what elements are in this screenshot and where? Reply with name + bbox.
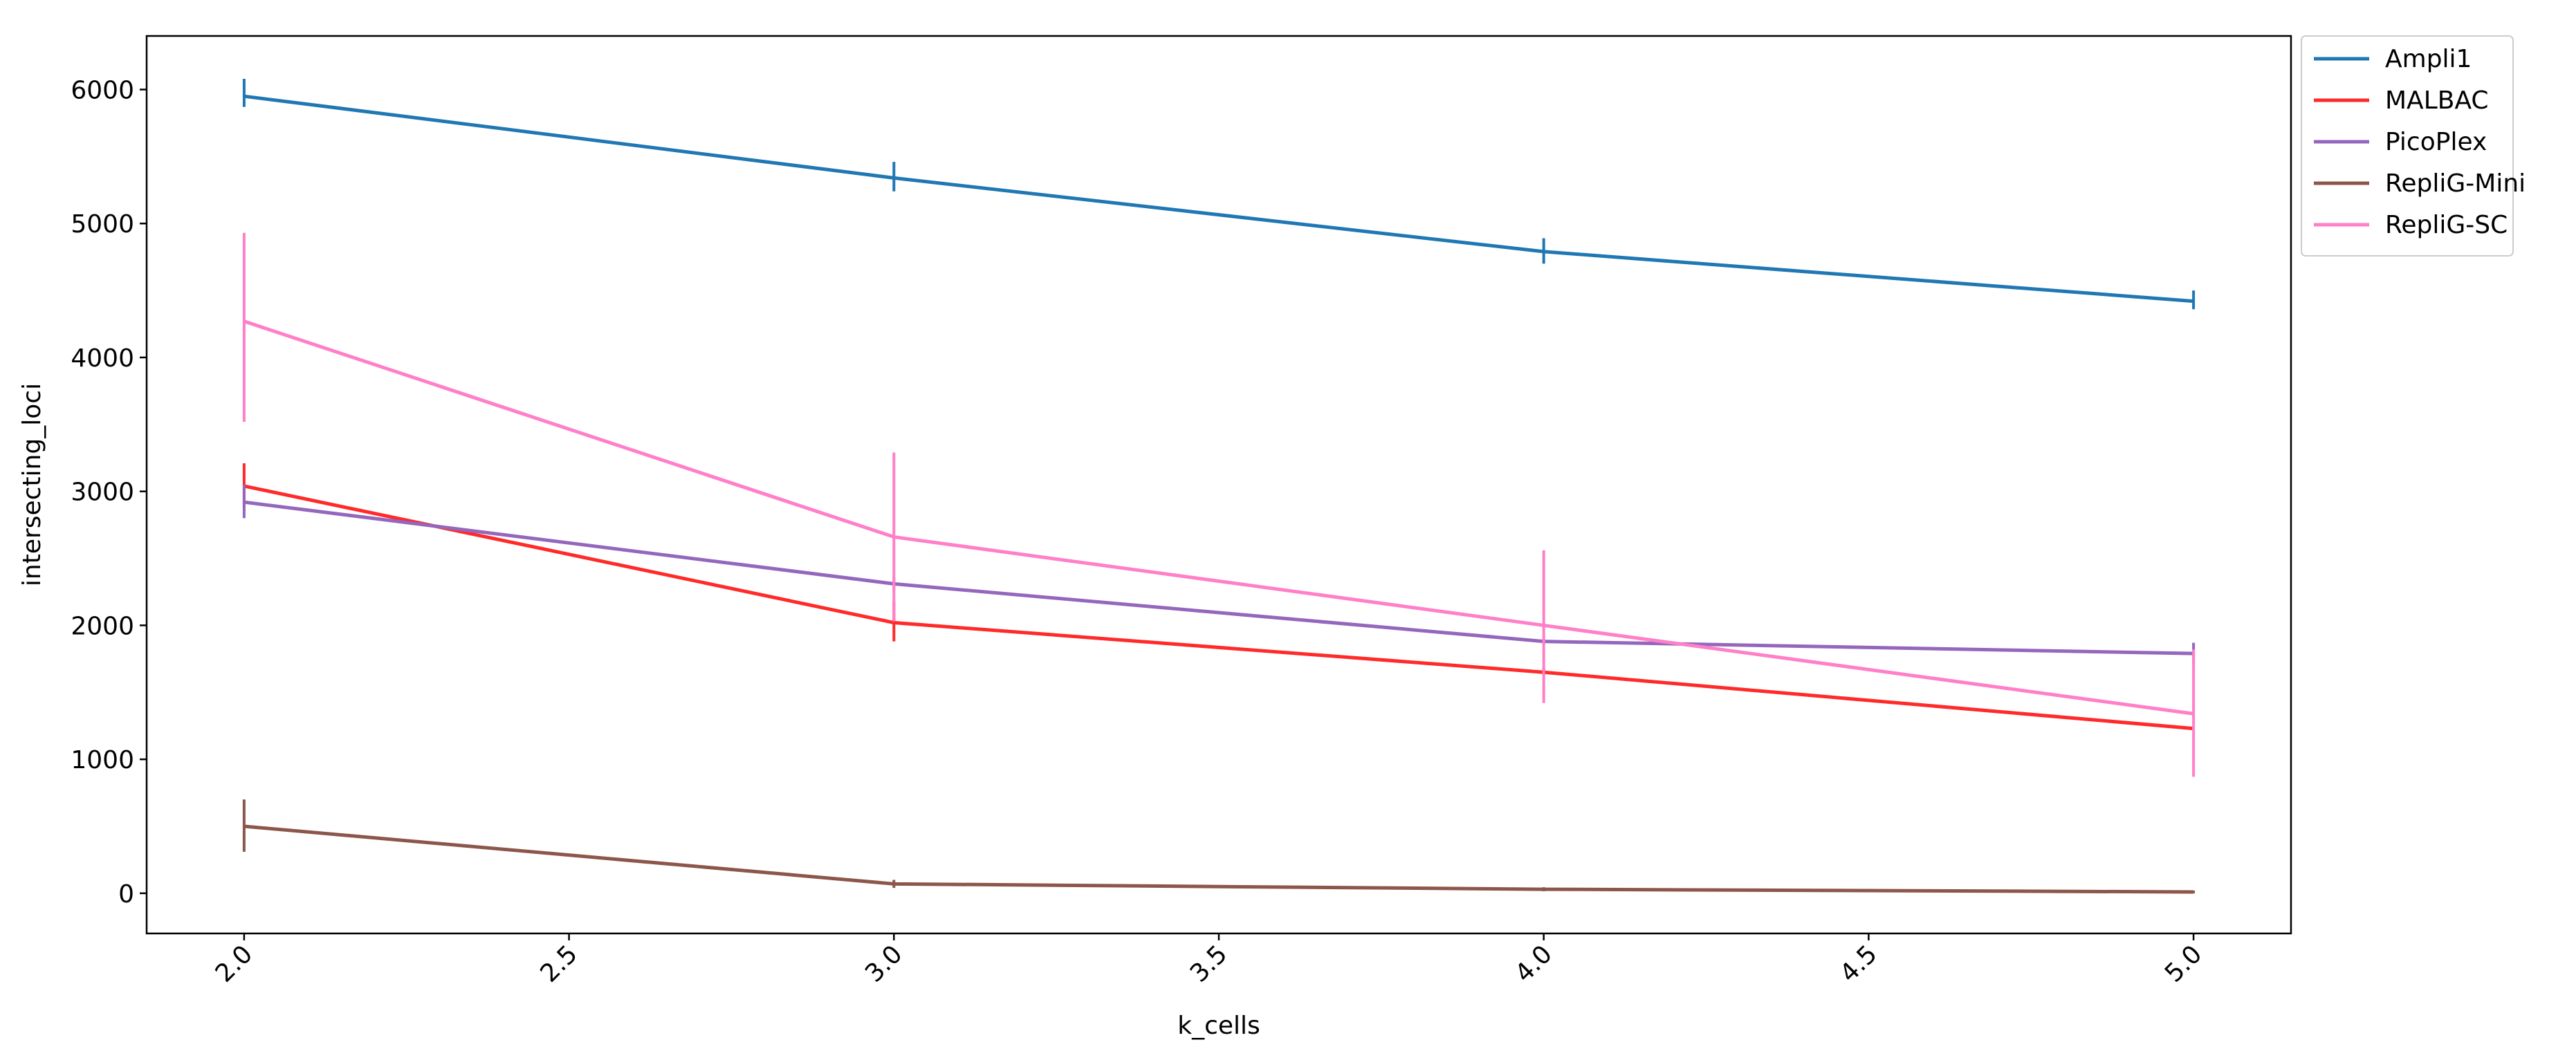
series-ampli1	[242, 78, 2196, 310]
series-line-malbac	[243, 484, 2194, 731]
series-line-replig-mini	[243, 824, 2194, 894]
y-tick-label: 1000	[71, 746, 134, 774]
y-tick-label: 4000	[71, 344, 134, 373]
series-line-replig-sc	[243, 319, 2194, 716]
legend-frame	[2301, 35, 2514, 257]
y-tick-label: 3000	[71, 478, 134, 507]
y-tick-label: 6000	[71, 76, 134, 104]
legend: Ampli1 MALBAC PicoPlex RepliG-Mini RepliG-SC	[2301, 35, 2526, 257]
series-layer	[242, 78, 2196, 894]
legend-label-picoplex: PicoPlex	[2385, 128, 2487, 156]
y-tick-label: 5000	[71, 210, 134, 239]
legend-label-replig-mini: RepliG-Mini	[2385, 169, 2526, 198]
x-axis-title: k_cells	[1177, 1012, 1260, 1040]
legend-label-replig-sc: RepliG-SC	[2385, 211, 2508, 239]
series-replig-mini	[242, 799, 2196, 894]
legend-label-ampli1: Ampli1	[2385, 45, 2472, 73]
series-replig-sc	[242, 232, 2196, 777]
series-line-picoplex	[243, 500, 2194, 655]
legend-label-malbac: MALBAC	[2385, 86, 2489, 115]
series-line-ampli1	[243, 94, 2194, 304]
y-tick-label: 2000	[71, 612, 134, 640]
y-axis-title: intersecting_loci	[18, 383, 46, 586]
y-tick-label: 0	[118, 880, 134, 909]
